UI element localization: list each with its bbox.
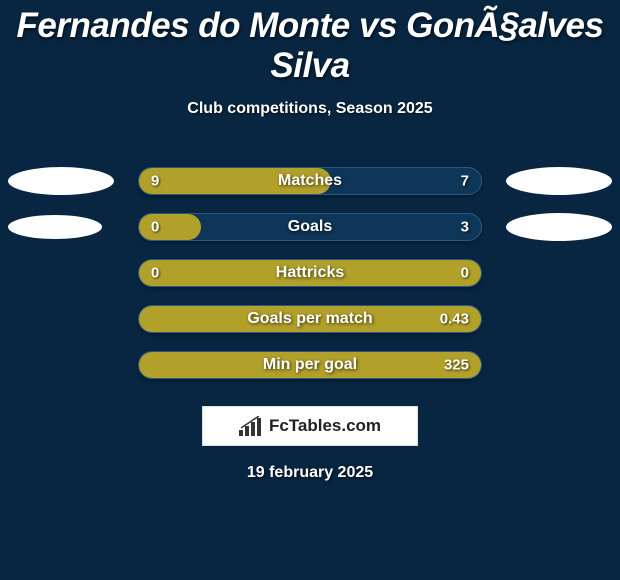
- player-right-avatar: [506, 213, 612, 241]
- stat-value-right: 7: [461, 173, 469, 190]
- stats-section: 9 Matches 7 0 Goals 3 0 Hattricks 0 Goals per mat…: [0, 158, 620, 388]
- player-left-avatar: [8, 167, 114, 195]
- page-title: Fernandes do Monte vs GonÃ§alves Silva: [0, 6, 620, 86]
- stat-label: Hattricks: [276, 264, 344, 282]
- chart-icon: [239, 416, 263, 436]
- stat-label: Goals: [288, 218, 332, 236]
- stat-row: Goals per match 0.43: [0, 296, 620, 342]
- stat-value-left: 0: [151, 219, 159, 236]
- stat-row: 0 Hattricks 0: [0, 250, 620, 296]
- stat-value-left: 9: [151, 173, 159, 190]
- player-right-avatar: [506, 167, 612, 195]
- logo-box: FcTables.com: [202, 406, 418, 446]
- stat-label: Matches: [278, 172, 342, 190]
- stat-bar: Goals per match 0.43: [138, 305, 482, 333]
- stat-bar: 0 Hattricks 0: [138, 259, 482, 287]
- logo-text: FcTables.com: [269, 416, 381, 436]
- stat-bar: 9 Matches 7: [138, 167, 482, 195]
- stat-row: Min per goal 325: [0, 342, 620, 388]
- stat-bar-fill: [139, 214, 201, 240]
- stat-bar: 0 Goals 3: [138, 213, 482, 241]
- stat-label: Min per goal: [263, 356, 357, 374]
- stat-row: 9 Matches 7: [0, 158, 620, 204]
- stat-row: 0 Goals 3: [0, 204, 620, 250]
- player-left-avatar: [8, 215, 102, 239]
- stat-value-left: 0: [151, 265, 159, 282]
- stat-bar: Min per goal 325: [138, 351, 482, 379]
- stat-value-right: 0: [461, 265, 469, 282]
- stat-value-right: 0.43: [440, 311, 469, 328]
- subtitle: Club competitions, Season 2025: [0, 100, 620, 118]
- stat-value-right: 325: [444, 357, 469, 374]
- stat-label: Goals per match: [247, 310, 372, 328]
- date-label: 19 february 2025: [0, 464, 620, 482]
- stat-value-right: 3: [461, 219, 469, 236]
